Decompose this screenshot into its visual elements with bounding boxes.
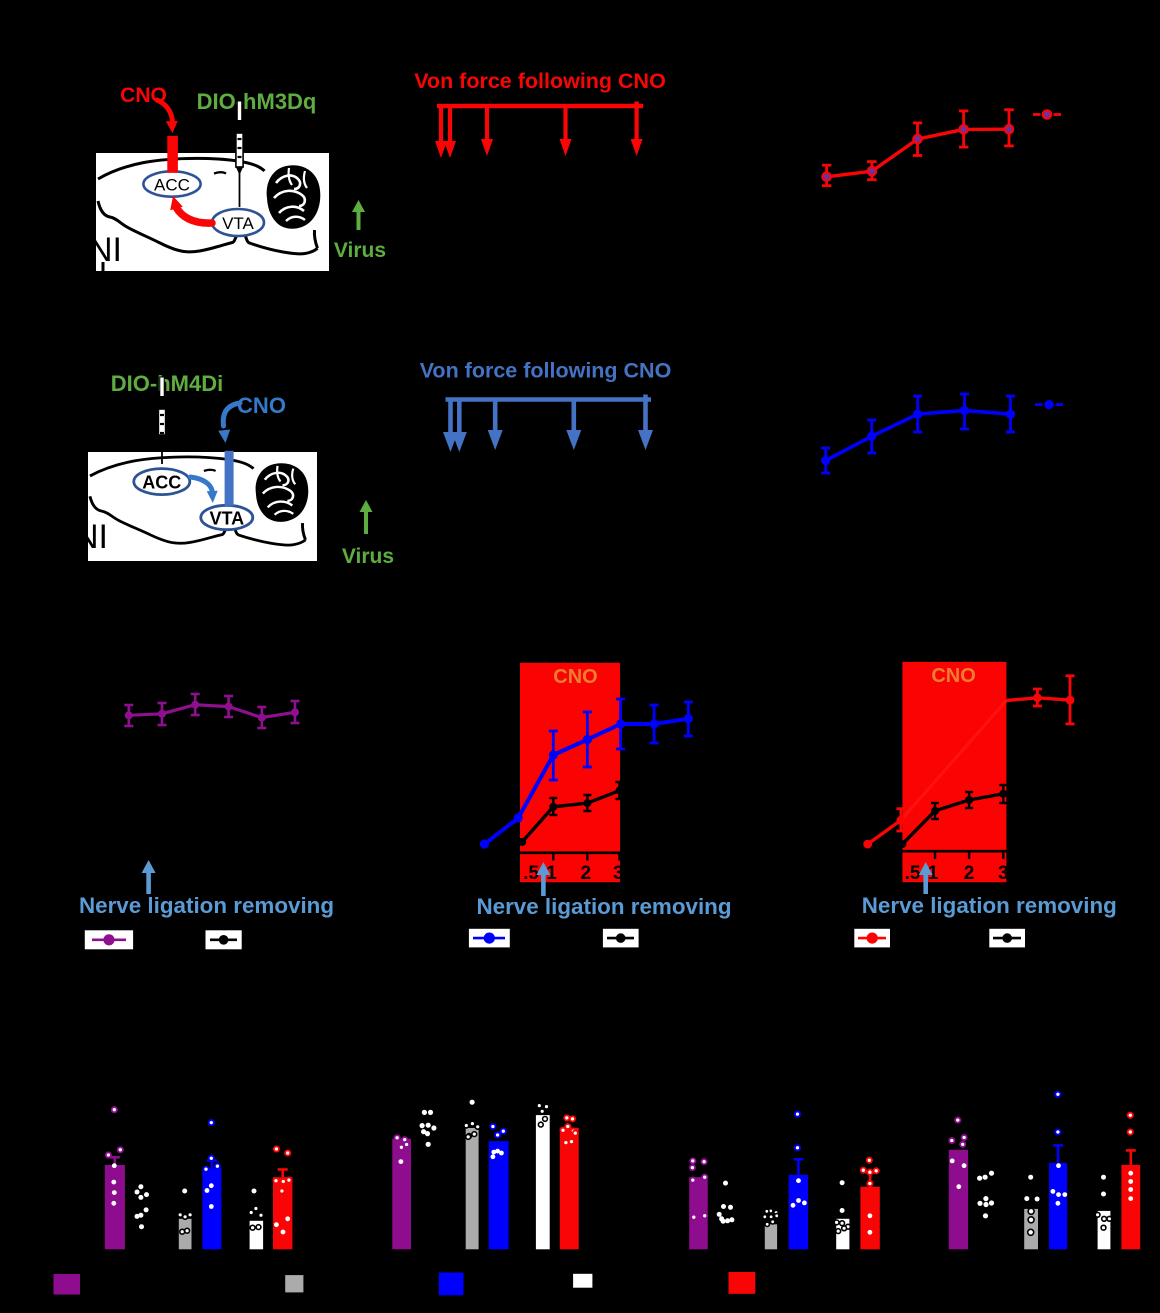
svg-text:1: 1	[928, 863, 939, 884]
svg-text:1: 1	[546, 863, 557, 884]
svg-text:Von force following CNO: Von force following CNO	[414, 69, 666, 93]
svg-text:ACC: ACC	[142, 473, 181, 493]
svg-text:Nerve ligation removing: Nerve ligation removing	[476, 894, 731, 919]
svg-text:VTA: VTA	[222, 214, 254, 233]
svg-text:NI: NI	[88, 231, 122, 269]
svg-text:CNO: CNO	[237, 393, 286, 418]
svg-text:2: 2	[581, 863, 592, 884]
svg-text:NI: NI	[74, 518, 108, 556]
svg-text:3: 3	[613, 863, 624, 884]
svg-text:Nerve ligation removing: Nerve ligation removing	[862, 893, 1117, 918]
svg-text:3: 3	[998, 863, 1009, 884]
svg-text:ACC: ACC	[154, 176, 190, 195]
svg-text:Virus: Virus	[334, 239, 386, 262]
svg-text:Von force following CNO: Von force following CNO	[420, 359, 672, 383]
svg-text:Nerve ligation removing: Nerve ligation removing	[79, 893, 334, 918]
svg-text:DIO-hM3Dq: DIO-hM3Dq	[197, 89, 317, 114]
svg-text:.5: .5	[905, 863, 921, 884]
svg-text:2: 2	[964, 863, 975, 884]
svg-text:DIO-hM4Di: DIO-hM4Di	[111, 371, 223, 396]
svg-text:CNO: CNO	[553, 666, 597, 688]
svg-text:VTA: VTA	[209, 509, 244, 529]
svg-text:.5: .5	[523, 863, 539, 884]
svg-text:CNO: CNO	[931, 665, 975, 687]
svg-text:Virus: Virus	[342, 545, 394, 568]
